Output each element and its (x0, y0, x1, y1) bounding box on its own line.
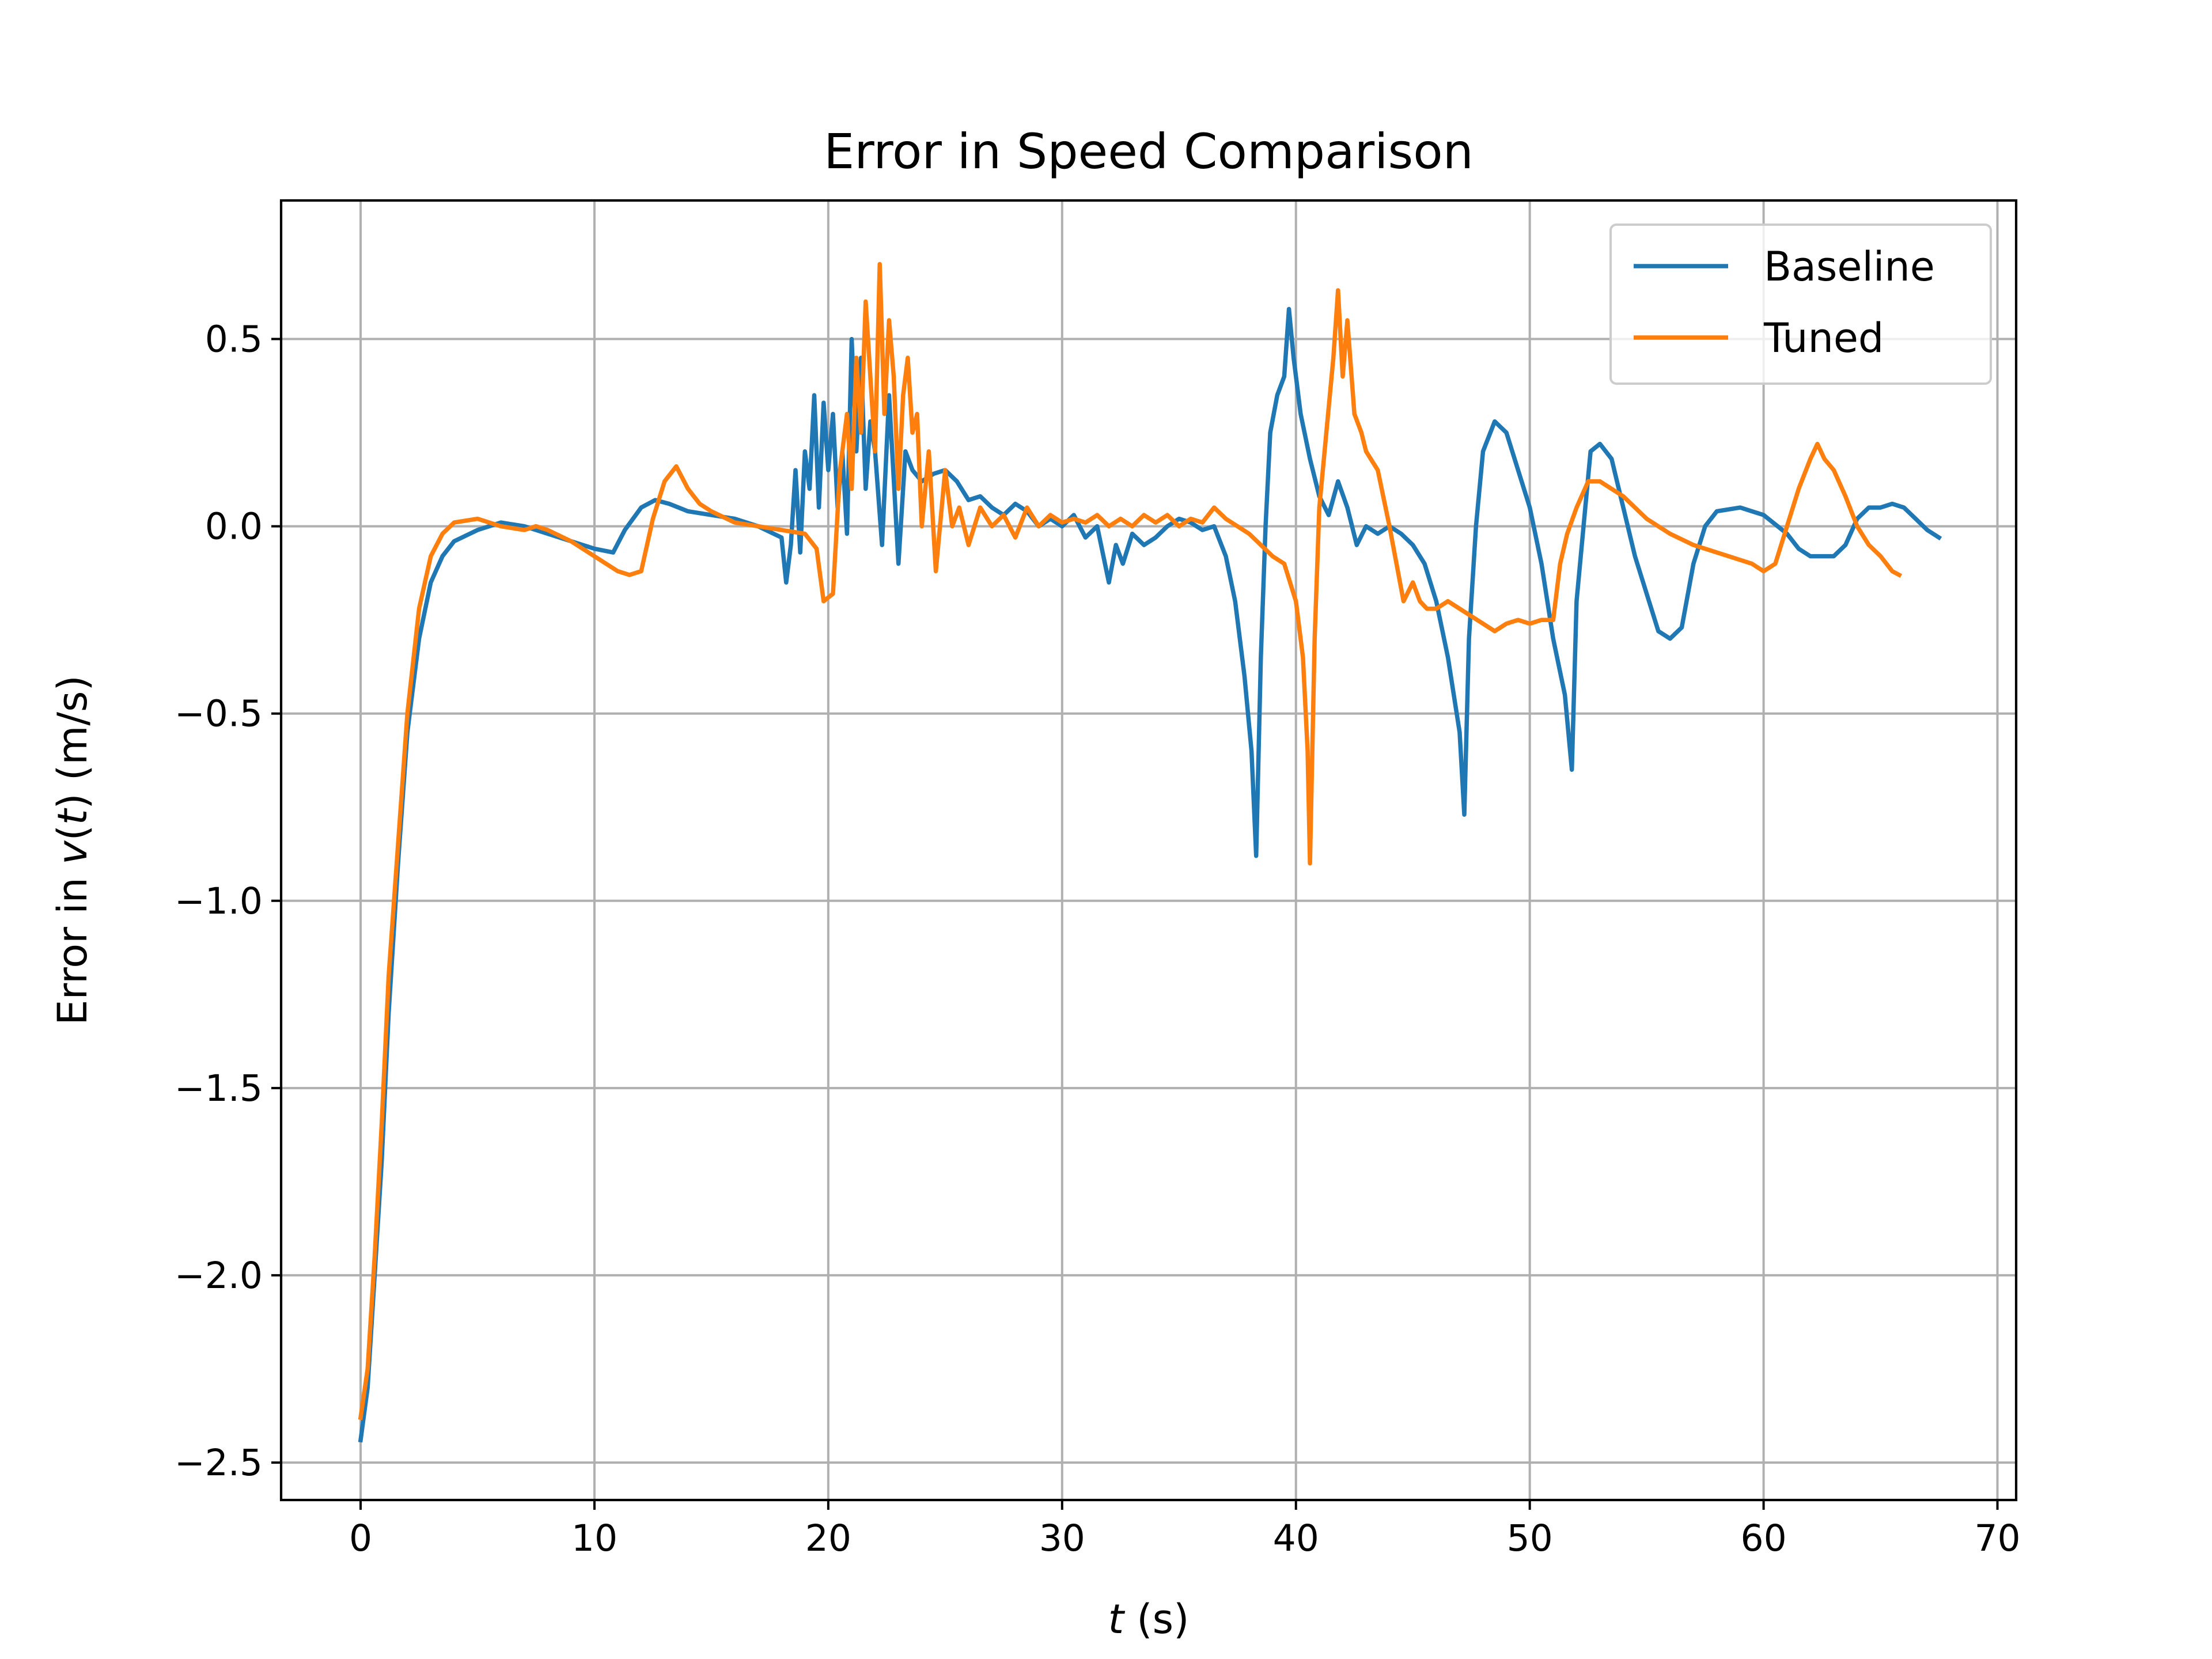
series-layer (358, 262, 1942, 1443)
y-axis-title-open-paren: ( (49, 825, 96, 840)
chart-title: Error in Speed Comparison (824, 123, 1474, 180)
y-tick-label: −2.0 (175, 1255, 263, 1297)
legend-label-tuned: Tuned (1763, 315, 1884, 362)
x-tick-label: 20 (805, 1517, 851, 1559)
y-tick-label: 0.0 (205, 506, 263, 548)
x-tick-label: 70 (1974, 1517, 2020, 1559)
x-tick-label: 0 (349, 1517, 372, 1559)
y-axis-title-prefix: Error in (49, 865, 96, 1025)
legend: Baseline Tuned (1609, 224, 1992, 385)
tick-layer: 0 10 20 30 40 50 60 70 −2.5 −2.0 −1.5 −1.0 −0.5 0.0 0.… (175, 319, 2021, 1559)
grid-layer (281, 200, 2016, 1500)
x-axis-title-unit: (s) (1124, 1596, 1189, 1643)
y-tick-label: −2.5 (175, 1442, 263, 1484)
y-tick-label: −1.0 (175, 880, 263, 922)
y-axis-title-argument: t (49, 808, 96, 825)
y-tick-label: −0.5 (175, 693, 263, 735)
y-tick-label: −1.5 (175, 1067, 263, 1109)
series-line-tuned (358, 262, 1903, 1421)
x-axis-title: t (s) (1108, 1596, 1190, 1643)
x-tick-label: 40 (1273, 1517, 1319, 1559)
x-tick-label: 30 (1039, 1517, 1085, 1559)
x-tick-label: 60 (1741, 1517, 1787, 1559)
x-tick-label: 50 (1507, 1517, 1553, 1559)
y-axis-title-variable: v (49, 840, 96, 865)
y-axis-title: Error in v(t) (m/s) (49, 675, 96, 1025)
legend-label-baseline: Baseline (1764, 243, 1935, 290)
plot-area-frame (279, 199, 2018, 1502)
y-tick-label: 0.5 (205, 319, 263, 361)
y-axis-title-unit: ) (m/s) (49, 675, 96, 809)
x-tick-label: 10 (571, 1517, 618, 1559)
x-axis-title-variable: t (1108, 1596, 1126, 1643)
